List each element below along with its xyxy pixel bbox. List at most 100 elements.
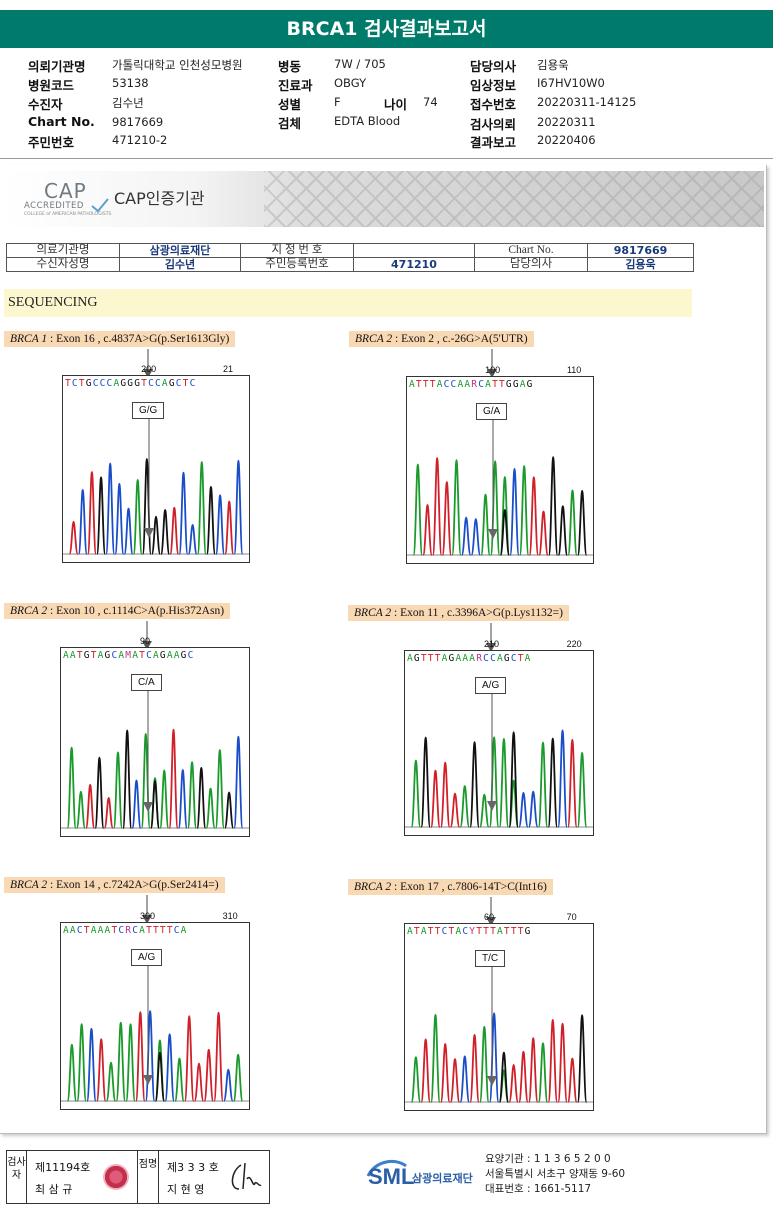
base-letter: G xyxy=(104,650,112,661)
position-label: 310 xyxy=(222,911,238,921)
trace-G xyxy=(94,729,235,829)
signer1-license: 제11194호 xyxy=(35,1161,91,1174)
genotype-call: G/G xyxy=(132,402,165,419)
label-specimen: 검체 xyxy=(278,116,302,131)
patient-header: 의뢰기관명 가톨릭대학교 인천성모병원 병동 7W / 705 담당의사 김용욱… xyxy=(0,52,773,152)
gene-name: BRCA 2 xyxy=(10,879,48,891)
genotype-call: G/A xyxy=(476,403,508,420)
base-letter: A xyxy=(457,379,465,390)
base-letter: T xyxy=(111,925,119,936)
sml-logo-text: SML xyxy=(368,1164,415,1189)
position-label: 100 xyxy=(485,365,501,375)
base-letter: A xyxy=(90,925,98,936)
value-patient: 김수년 xyxy=(112,96,144,110)
base-sequence: TCTGCCCAGGGTCCAGCTC xyxy=(65,378,197,389)
label-department: 진료과 xyxy=(278,78,313,93)
value-age: 74 xyxy=(423,95,438,109)
base-letter: T xyxy=(427,653,435,664)
base-letter: T xyxy=(448,926,456,937)
info-val-chart: 9817669 xyxy=(587,243,694,258)
base-letter: A xyxy=(161,378,169,389)
base-letter: C xyxy=(175,378,183,389)
base-letter: A xyxy=(97,650,105,661)
position-label: 300 xyxy=(139,911,155,921)
base-letter: A xyxy=(420,926,428,937)
base-letter: A xyxy=(152,650,160,661)
position-label: 90 xyxy=(139,636,150,646)
label-clinical-info: 임상정보 xyxy=(470,78,517,93)
base-letter: A xyxy=(118,650,126,661)
base-letter: C xyxy=(450,379,458,390)
sequencing-heading: SEQUENCING xyxy=(4,289,692,317)
base-letter: A xyxy=(436,379,444,390)
variant-text: : Exon 2 , c.-26G>A(5'UTR) xyxy=(392,333,528,345)
value-institution: 가톨릭대학교 인천성모병원 xyxy=(112,58,243,72)
trace-T xyxy=(430,738,578,828)
cap-logo: CAP ACCREDITED COLLEGE of AMERICAN PATHO… xyxy=(20,177,111,217)
value-report-date: 20220406 xyxy=(537,133,596,147)
signature-box: 검사자 제11194호 최 삼 규 점명 제3 3 3 호 지 현 영 xyxy=(6,1150,270,1204)
signer2-role: 점명 xyxy=(137,1151,159,1203)
base-letter: G xyxy=(134,378,142,389)
value-specimen: EDTA Blood xyxy=(334,114,401,128)
trace-T xyxy=(422,457,549,556)
variant-label: BRCA 2 : Exon 17 , c.7806-14T>C(Int16) xyxy=(348,879,553,895)
base-letter: C xyxy=(189,378,197,389)
position-label: 220 xyxy=(566,639,582,649)
base-letter: C xyxy=(441,926,449,937)
arrow-down-icon xyxy=(486,623,496,652)
base-letter: A xyxy=(97,925,105,936)
variant-label: BRCA 2 : Exon 11 , c.3396A>G(p.Lys1132=) xyxy=(348,605,569,621)
variant-text: : Exon 14 , c.7242A>G(p.Ser2414=) xyxy=(47,879,219,891)
arrow-down-icon xyxy=(143,349,153,378)
base-letter: G xyxy=(503,653,511,664)
cap-accredited-text: ACCREDITED xyxy=(24,201,84,211)
base-letter: C xyxy=(106,378,114,389)
org-phone: 대표번호 : 1661-5117 xyxy=(485,1183,592,1195)
base-letter: G xyxy=(120,378,128,389)
trace-T xyxy=(85,728,179,829)
trace-A xyxy=(412,459,578,556)
info-key-rrn: 주민등록번호 xyxy=(240,257,354,272)
base-letter: C xyxy=(148,378,155,389)
trace-T xyxy=(68,471,235,555)
gene-name: BRCA 1 xyxy=(10,333,48,345)
base-letter: T xyxy=(498,379,506,390)
cap-banner: CAP ACCREDITED COLLEGE of AMERICAN PATHO… xyxy=(4,171,764,227)
base-letter: A xyxy=(69,650,77,661)
base-sequence: ATTTACCAARCATTGGAG xyxy=(409,379,534,390)
trace-A xyxy=(410,1013,549,1103)
base-letter: T xyxy=(434,926,442,937)
org-code: 요양기관 : 1 1 3 6 5 2 0 0 xyxy=(485,1153,611,1165)
arrow-down-icon xyxy=(142,621,152,650)
label-sex: 성별 xyxy=(278,97,302,112)
seal-stamp xyxy=(103,1164,129,1190)
trace-plot xyxy=(61,676,249,829)
chromatogram: 90 AATGTAGCAMATCAGAAGC C/A xyxy=(60,636,250,837)
info-key-institution: 의료기관명 xyxy=(6,243,120,258)
base-letter: T xyxy=(78,378,86,389)
base-letter: C xyxy=(510,653,518,664)
label-ward: 병동 xyxy=(278,59,302,74)
base-letter: G xyxy=(448,653,456,664)
base-letter: C xyxy=(483,653,491,664)
arrow-down-icon xyxy=(142,895,152,924)
cap-certified-label: CAP인증기관 xyxy=(114,189,205,208)
trace-plot xyxy=(405,679,593,828)
value-doctor: 김용욱 xyxy=(537,58,569,72)
info-val-designation xyxy=(353,243,475,258)
base-letter: T xyxy=(166,925,174,936)
info-val-name: 김수년 xyxy=(119,257,241,272)
base-letter: C xyxy=(462,926,470,937)
info-table: 의료기관명 삼광의료재단 지 정 번 호 Chart No. 9817669 수… xyxy=(6,243,694,272)
value-ward: 7W / 705 xyxy=(334,57,386,71)
gene-name: BRCA 2 xyxy=(10,605,48,617)
base-letter: G xyxy=(526,379,534,390)
base-letter: A xyxy=(441,653,449,664)
arrow-down-icon xyxy=(486,897,496,926)
base-letter: C xyxy=(146,650,153,661)
base-letter: C xyxy=(173,925,181,936)
base-letter: A xyxy=(485,379,493,390)
checkmark-icon xyxy=(91,198,109,213)
base-letter: A xyxy=(462,653,470,664)
